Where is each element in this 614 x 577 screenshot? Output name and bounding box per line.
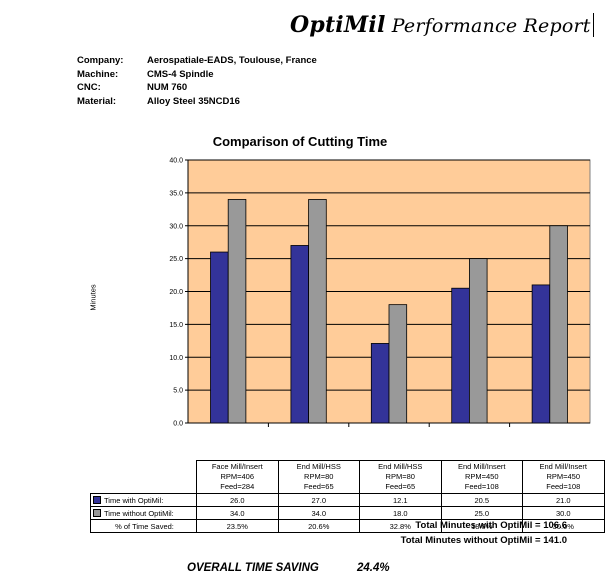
info-value: NUM 760	[147, 82, 188, 93]
bar	[370, 343, 390, 424]
y-tick-label: 5.0	[173, 388, 183, 395]
value-cell: 27.0	[277, 493, 360, 507]
category-cell: End Mill/Insert RPM=450 Feed=108	[440, 460, 523, 494]
y-tick-label: 0.0	[173, 421, 183, 428]
percent-cell: 32.8%	[359, 519, 442, 533]
category-label-line: Feed=65	[303, 482, 334, 491]
text-cursor	[592, 13, 594, 37]
data-table: Face Mill/Insert RPM=406 Feed=284 End Mill…	[90, 460, 605, 533]
totals-block: Total Minutes with OptiMil = 106.6 Total…	[401, 518, 567, 548]
value-cell: 21.0	[522, 493, 605, 507]
value-cell: 26.0	[196, 493, 279, 507]
total-without-optimil: Total Minutes without OptiMil = 141.0	[400, 535, 567, 546]
bar	[468, 258, 488, 424]
category-label-line: Feed=284	[220, 482, 255, 491]
value-cell: 34.0	[277, 506, 360, 520]
category-label-line: Face Mill/Insert	[211, 462, 263, 471]
bar	[227, 199, 247, 424]
bar	[210, 251, 229, 424]
info-row-material: Material: Alloy Steel 35NCD16	[77, 95, 317, 109]
y-tick-label: 40.0	[169, 158, 183, 165]
percent-cell: 23.5%	[196, 519, 279, 533]
bar	[531, 284, 551, 424]
overall-label: OVERALL TIME SAVING	[187, 562, 319, 574]
category-label-line: Feed=65	[385, 482, 416, 491]
report-title: Performance Report	[391, 15, 591, 37]
category-label-line: End Mill/Insert	[539, 462, 588, 471]
y-tick-label: 25.0	[169, 256, 183, 263]
percent-label: % of Time Saved:	[90, 519, 197, 533]
info-key: Material:	[77, 95, 117, 107]
table-row-with-optimil: Time with OptiMil: 26.0 27.0 12.1 20.5 2…	[90, 493, 605, 507]
category-label-line: RPM=450	[464, 472, 499, 481]
percent-cell: 30.0%	[522, 519, 605, 533]
series-label: Time without OptiMil:	[104, 508, 174, 518]
category-label-line: Feed=108	[464, 482, 499, 491]
y-tick-label: 20.0	[169, 289, 183, 296]
info-key: CNC:	[77, 82, 101, 93]
value-cell: 20.5	[440, 493, 523, 507]
total-with-optimil: Total Minutes with OptiMil = 106.6	[415, 520, 567, 531]
value-cell: 12.1	[359, 493, 442, 507]
bar	[388, 304, 408, 424]
info-key: Machine:	[77, 68, 119, 80]
y-tick-label: 35.0	[169, 190, 183, 197]
info-value: Alloy Steel 35NCD16	[147, 95, 240, 107]
series-label: Time with OptiMil:	[104, 495, 164, 505]
info-key: Company:	[77, 55, 124, 66]
category-cell: End Mill/Insert RPM=450 Feed=108	[522, 460, 605, 494]
category-cell: Face Mill/Insert RPM=406 Feed=284	[196, 460, 279, 494]
legend-with-optimil: Time with OptiMil:	[90, 493, 197, 507]
category-label-line: Feed=108	[546, 482, 581, 491]
table-corner	[91, 461, 197, 494]
report-header: OptiMil Performance Report	[290, 12, 594, 38]
chart-title: Comparison of Cutting Time	[212, 134, 388, 149]
category-label-line: End Mill/HSS	[296, 462, 341, 471]
category-cell: End Mill/HSS RPM=80 Feed=65	[277, 460, 360, 494]
info-block: Company: Aerospatiale-EADS, Toulouse, Fr…	[77, 54, 317, 108]
y-tick-label: 10.0	[169, 355, 183, 362]
bar	[549, 225, 568, 424]
info-value: Aerospatiale-EADS, Toulouse, France	[147, 55, 317, 66]
value-cell: 34.0	[196, 506, 279, 520]
bar	[308, 199, 327, 424]
info-row-machine: Machine: CMS-4 Spindle	[77, 68, 317, 82]
bar	[451, 287, 470, 424]
bar	[290, 245, 309, 424]
category-label-line: RPM=80	[385, 472, 415, 481]
info-value: CMS-4 Spindle	[147, 68, 214, 80]
legend-swatch	[93, 508, 101, 517]
category-label-line: End Mill/Insert	[457, 462, 506, 471]
info-row-cnc: CNC: NUM 760	[77, 81, 317, 95]
overall-value: 24.4%	[357, 562, 390, 574]
legend-without-optimil: Time without OptiMil:	[90, 506, 197, 520]
percent-cell: 18.0%	[440, 519, 523, 533]
percent-cell: 20.6%	[277, 519, 360, 533]
category-label-line: RPM=80	[304, 472, 334, 481]
brand-logo: OptiMil	[290, 12, 386, 38]
y-tick-label: 15.0	[169, 322, 183, 329]
category-label-line: RPM=406	[220, 472, 255, 481]
table-row-percent-saved: % of Time Saved: 23.5% 20.6% 32.8% 18.0%…	[90, 519, 605, 533]
y-tick-label: 30.0	[169, 223, 183, 230]
info-row-company: Company: Aerospatiale-EADS, Toulouse, Fr…	[77, 54, 317, 68]
category-label-line: RPM=450	[546, 472, 581, 481]
table-row-categories: Face Mill/Insert RPM=406 Feed=284 End Mill…	[91, 460, 605, 494]
legend-swatch	[93, 495, 101, 504]
category-cell: End Mill/HSS RPM=80 Feed=65	[359, 460, 442, 494]
category-label-line: End Mill/HSS	[378, 462, 423, 471]
